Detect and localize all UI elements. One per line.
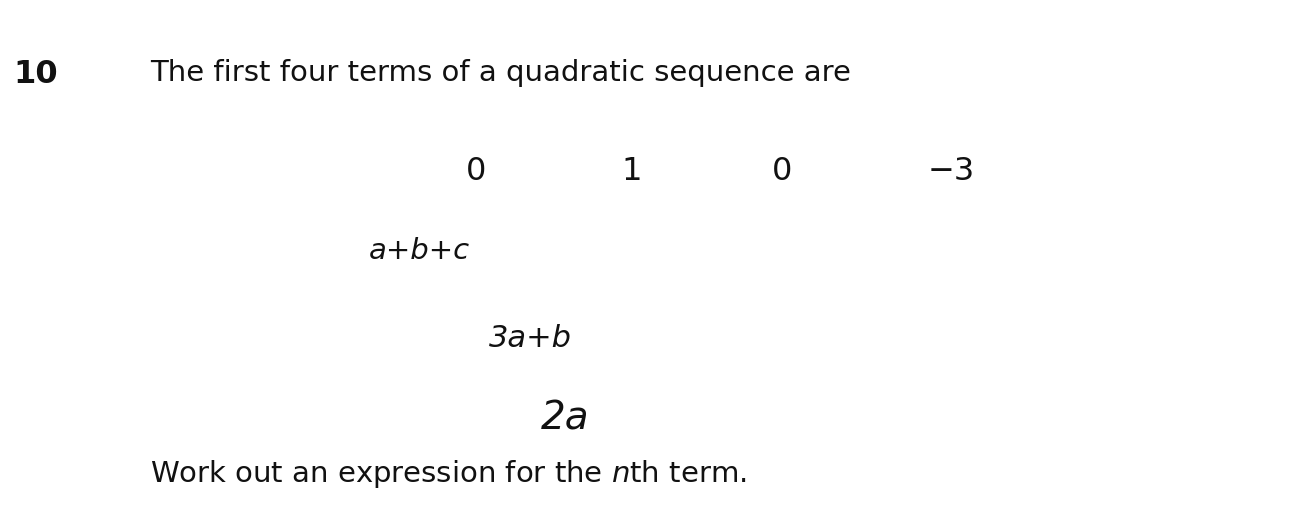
Text: 3a+b: 3a+b xyxy=(489,324,572,353)
Text: Work out an expression for the $\mathit{n}$th term.: Work out an expression for the $\mathit{… xyxy=(150,458,747,490)
Text: 1: 1 xyxy=(622,156,642,187)
Text: a+b+c: a+b+c xyxy=(369,238,470,265)
Text: 2a: 2a xyxy=(541,399,589,437)
Text: 0: 0 xyxy=(465,156,486,187)
Text: −3: −3 xyxy=(928,156,975,187)
Text: The first four terms of a quadratic sequence are: The first four terms of a quadratic sequ… xyxy=(150,59,851,87)
Text: 10: 10 xyxy=(13,59,57,90)
Text: 0: 0 xyxy=(771,156,792,187)
